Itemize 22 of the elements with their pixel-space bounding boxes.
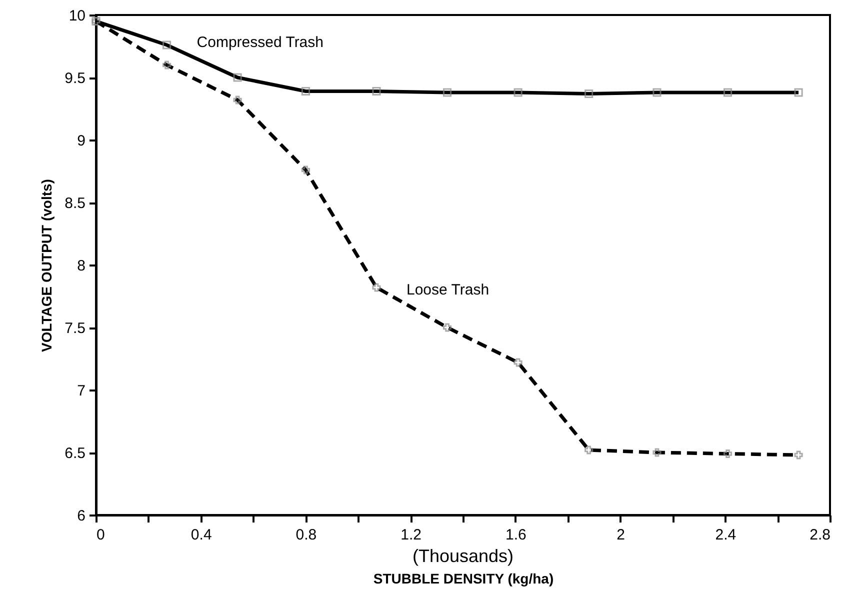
y-tick-label: 7.5: [64, 320, 86, 337]
y-tick-label: 10: [68, 8, 86, 24]
x-tick-label: 0.4: [190, 526, 212, 544]
series-label: Loose Trash: [406, 282, 490, 298]
x-axis-title: STUBBLE DENSITY (kg/ha): [373, 570, 554, 586]
x-tick-label: 1.2: [400, 526, 422, 544]
y-tick-label: 7: [77, 382, 86, 400]
y-tick-label: 9.5: [64, 70, 86, 87]
y-tick-label: 8: [77, 258, 86, 274]
x-tick-label: 2.4: [715, 526, 736, 544]
series-label: Compressed Trash: [196, 34, 324, 51]
x-tick-label: 0.8: [296, 526, 317, 544]
text: (Thousands): [412, 546, 514, 566]
x-tick-label: 1.6: [506, 526, 526, 544]
x-tick-label: 0: [96, 526, 105, 544]
x-tick-label: 2.8: [810, 526, 830, 544]
y-axis-title: VOLTAGE OUTPUT (volts): [38, 179, 55, 352]
x-tick-label: 2: [616, 526, 625, 544]
y-tick-label: 6: [77, 508, 86, 524]
y-tick-label: 8.5: [64, 195, 86, 212]
y-tick-label: 6.5: [64, 445, 86, 462]
y-tick-label: 9: [77, 132, 86, 150]
